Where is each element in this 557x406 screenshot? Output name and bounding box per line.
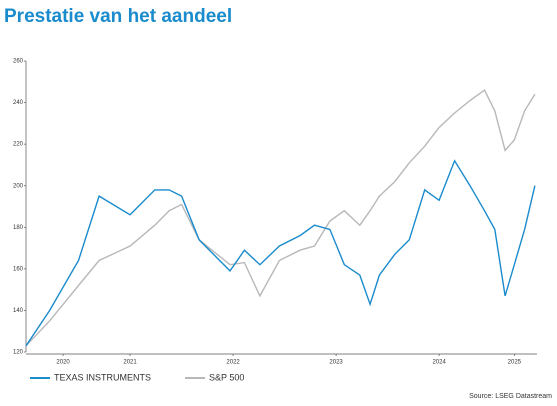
y-tick-label: 140 <box>13 308 24 314</box>
x-tick-label: 2022 <box>226 360 240 366</box>
chart-title: Prestatie van het aandeel <box>4 6 232 27</box>
legend-label: S&P 500 <box>209 372 244 382</box>
y-tick-label: 180 <box>13 225 24 231</box>
legend-label: TEXAS INSTRUMENTS <box>54 372 151 382</box>
y-tick-label: 240 <box>13 100 24 106</box>
y-tick-label: 200 <box>13 183 24 189</box>
x-tick-label: 2020 <box>56 360 70 366</box>
x-tick-label: 2023 <box>329 360 343 366</box>
series-line <box>25 89 536 347</box>
y-tick-label: 260 <box>13 59 24 65</box>
x-tick-label: 2021 <box>123 360 137 366</box>
series-line <box>25 159 536 347</box>
x-tick-label: 2024 <box>432 360 446 366</box>
x-tick-label: 2025 <box>508 360 522 366</box>
y-tick-label: 220 <box>13 142 24 148</box>
source: Source: LSEG Datastream <box>469 393 552 400</box>
y-tick-label: 120 <box>13 350 24 356</box>
y-tick-label: 160 <box>13 266 24 272</box>
